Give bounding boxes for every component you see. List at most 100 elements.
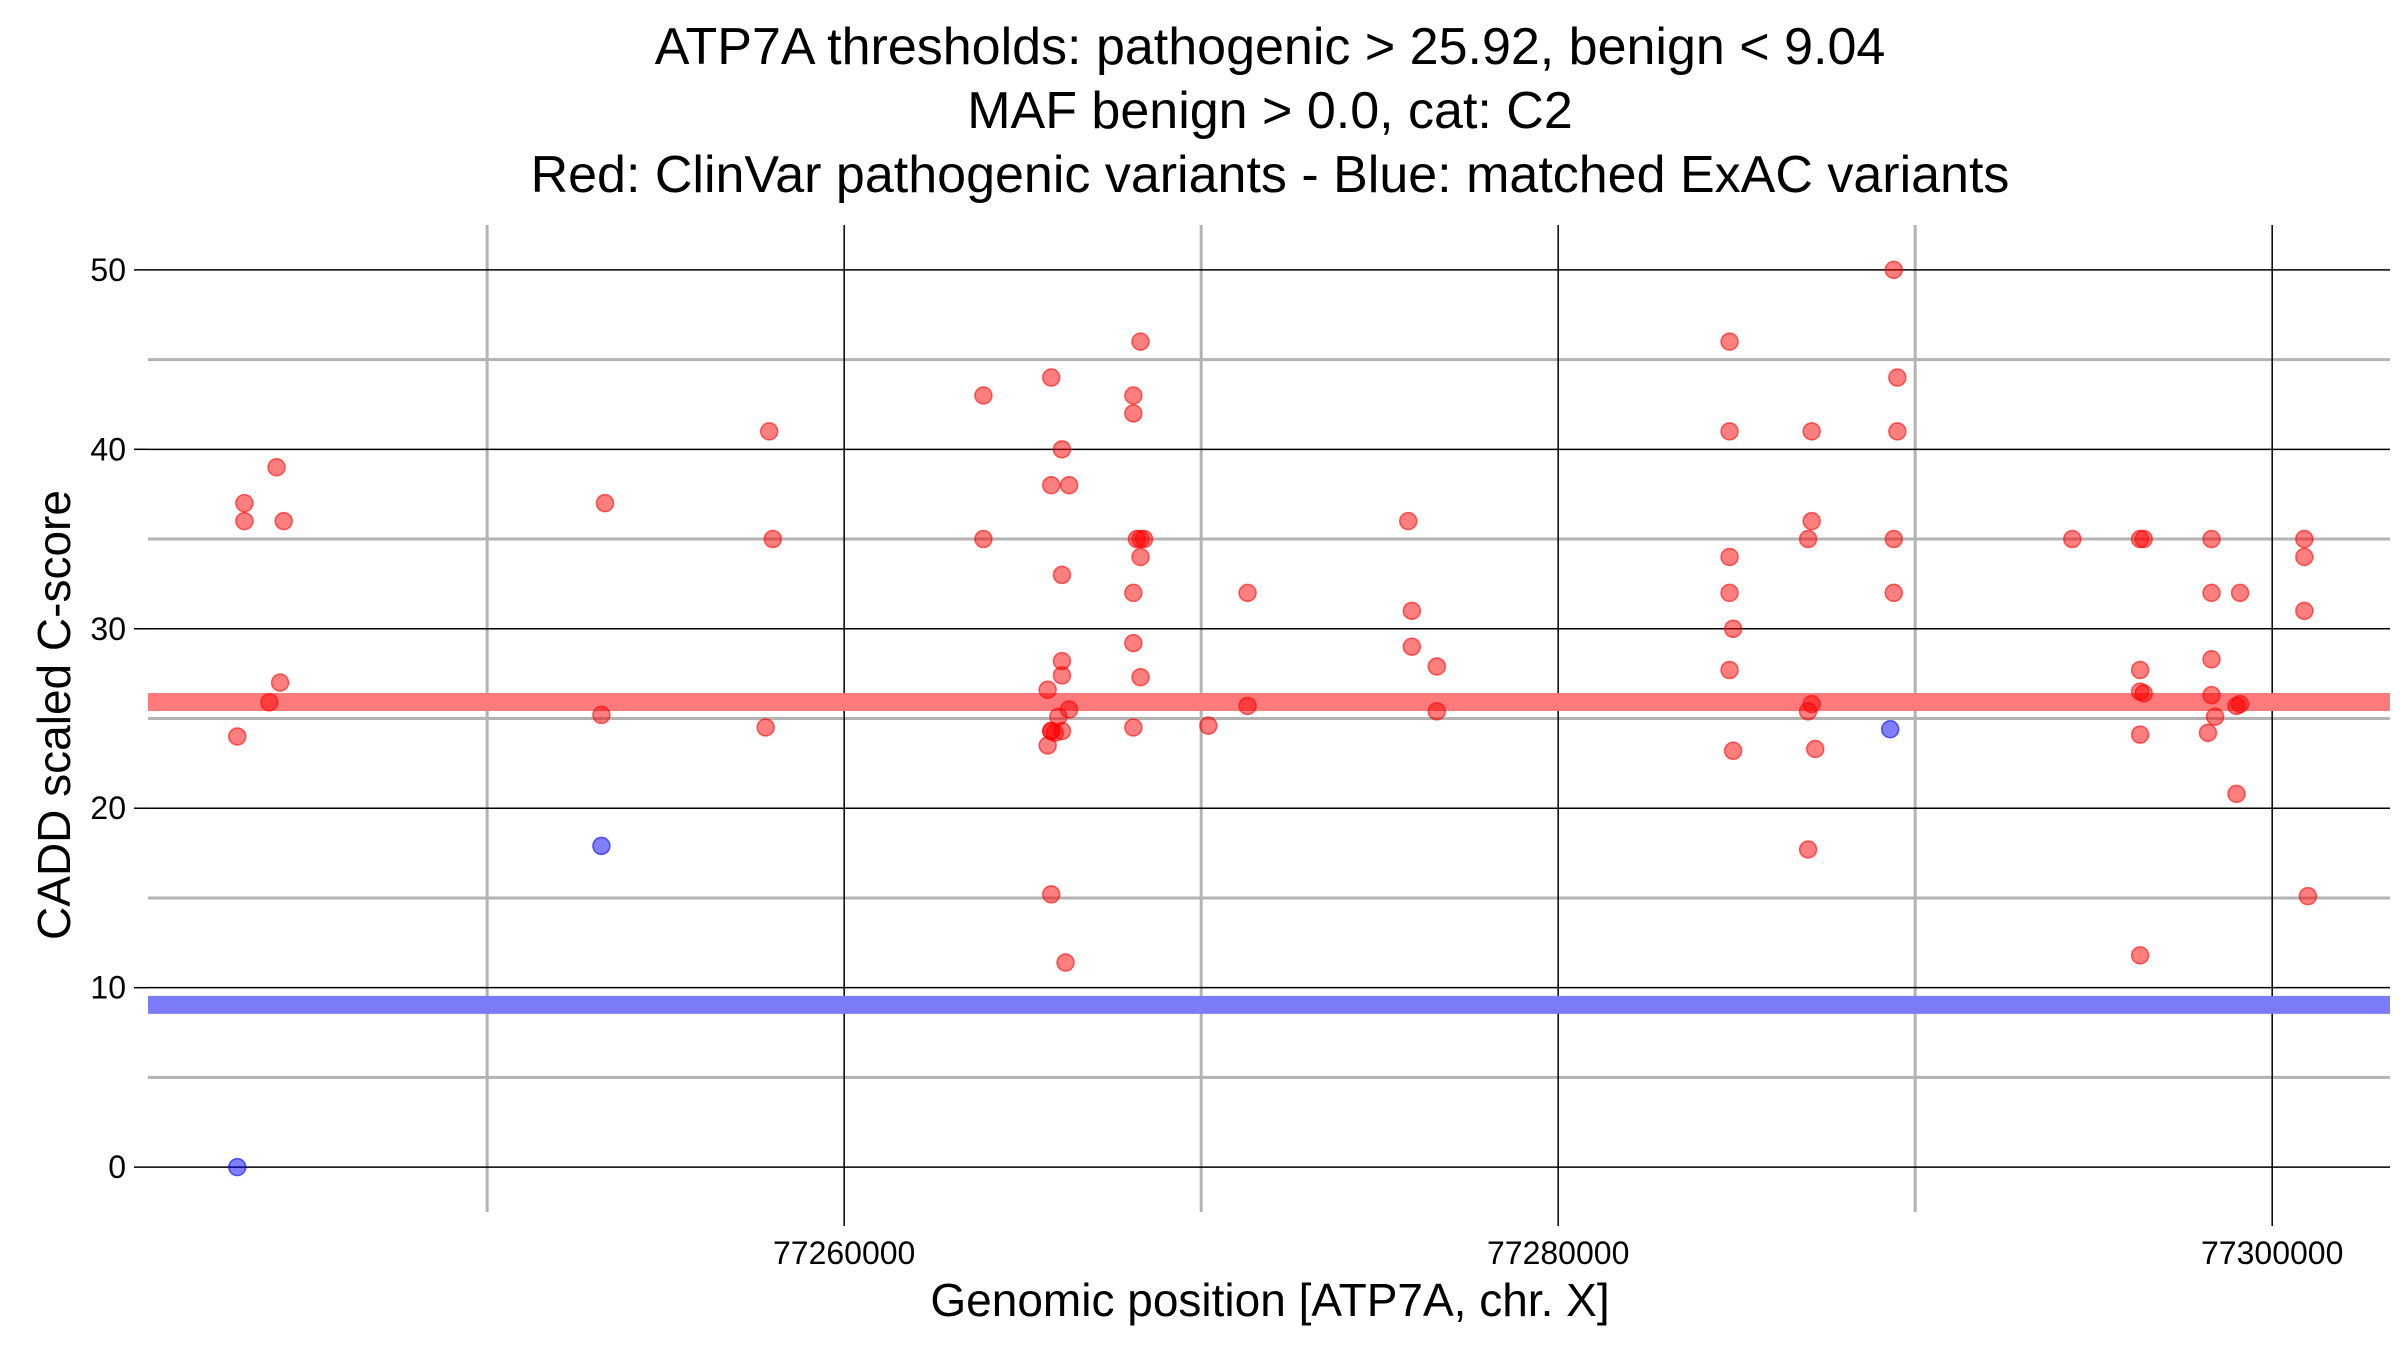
pathogenic-variant-point xyxy=(763,529,783,549)
pathogenic-variant-point xyxy=(2298,886,2318,906)
pathogenic-variant-point xyxy=(1052,721,1072,741)
pathogenic-variant-point xyxy=(759,422,779,441)
x-tick-label: 77260000 xyxy=(773,1235,915,1271)
pathogenic-variant-point xyxy=(2130,725,2150,744)
y-axis-ticks: 0 10 20 30 40 50 xyxy=(90,252,148,1185)
pathogenic-variant-point xyxy=(1124,718,1143,737)
pathogenic-variant-point xyxy=(1199,716,1218,735)
x-axis-ticks: 77260000 77280000 77300000 xyxy=(773,1212,2343,1271)
y-tick-label: 50 xyxy=(90,252,126,288)
pathogenic-variant-point xyxy=(592,705,611,725)
pathogenic-variant-point xyxy=(1238,696,1257,716)
pathogenic-variant-point xyxy=(1888,368,1907,387)
title-line-2: MAF benign > 0.0, cat: C2 xyxy=(967,82,1573,140)
pathogenic-variant-point xyxy=(1798,529,1818,549)
pathogenic-variant-point xyxy=(1124,386,1143,405)
pathogenic-variant-point xyxy=(2063,529,2082,549)
x-tick-label: 77280000 xyxy=(1487,1235,1629,1271)
pathogenic-variant-point xyxy=(235,511,254,531)
pathogenic-variant-point xyxy=(1124,583,1143,603)
title-line-3: Red: ClinVar pathogenic variants - Blue:… xyxy=(531,146,2010,204)
y-tick-label: 40 xyxy=(90,431,126,467)
pathogenic-variant-point xyxy=(1723,619,1743,639)
pathogenic-variant-point xyxy=(1402,601,1422,621)
pathogenic-variant-point xyxy=(1131,332,1150,351)
pathogenic-variant-point xyxy=(2295,601,2314,621)
pathogenic-variant-point xyxy=(1052,440,1072,459)
pathogenic-variant-point xyxy=(1805,739,1825,759)
pathogenic-variant-point xyxy=(235,493,254,513)
pathogenic-variant-point xyxy=(1720,422,1739,441)
benign-variant-point xyxy=(1880,720,1900,739)
y-tick-label: 20 xyxy=(90,790,126,826)
pathogenic-variant-point xyxy=(274,511,293,531)
pathogenic-variant-point xyxy=(1041,368,1061,387)
pathogenic-variant-point xyxy=(1059,700,1079,719)
chart-title: ATP7A thresholds: pathogenic > 25.92, be… xyxy=(531,18,2010,204)
pathogenic-variant-point xyxy=(270,673,290,692)
pathogenic-variant-point xyxy=(1052,565,1072,585)
pathogenic-variant-point xyxy=(1059,475,1079,495)
pathogenic-variant-point xyxy=(1398,511,1418,531)
pathogenic-variant-point xyxy=(1041,475,1061,495)
pathogenic-variant-point xyxy=(2130,660,2150,680)
pathogenic-variant-point xyxy=(267,458,286,477)
pathogenic-variant-point xyxy=(1038,736,1057,755)
pathogenic-variant-point xyxy=(2202,685,2221,705)
pathogenic-variant-point xyxy=(1720,332,1739,351)
pathogenic-variant-point xyxy=(1802,511,1821,531)
pathogenic-variant-point xyxy=(1427,657,1447,676)
y-tick-label: 10 xyxy=(90,970,126,1006)
pathogenic-variant-point xyxy=(2202,529,2221,549)
pathogenic-variant-point xyxy=(2202,650,2221,669)
pathogenic-variant-point xyxy=(1884,583,1904,603)
y-tick-label: 30 xyxy=(90,611,126,647)
pathogenic-variant-point xyxy=(2134,529,2153,549)
benign-variant-point xyxy=(592,836,611,856)
pathogenic-variant-point xyxy=(260,693,279,712)
pathogenic-variant-point xyxy=(1427,702,1447,721)
pathogenic-variant-point xyxy=(1131,667,1150,687)
pathogenic-variant-point xyxy=(2134,684,2153,703)
pathogenic-variant-point xyxy=(2205,707,2225,726)
pathogenic-variant-point xyxy=(2230,694,2250,714)
pathogenic-variant-point xyxy=(228,727,247,746)
benign-variant-point xyxy=(228,1157,247,1177)
pathogenic-variant-point xyxy=(1884,260,1904,280)
pathogenic-variant-point xyxy=(2230,583,2250,603)
pathogenic-variant-point xyxy=(1720,660,1739,680)
pathogenic-variant-point xyxy=(1124,404,1143,423)
pathogenic-variant-point xyxy=(1723,741,1743,761)
pathogenic-variant-point xyxy=(974,529,993,549)
pathogenic-variant-point xyxy=(756,718,775,737)
x-tick-label: 77300000 xyxy=(2201,1235,2343,1271)
pathogenic-variant-point xyxy=(1134,529,1154,549)
pathogenic-variant-point xyxy=(1052,666,1072,685)
y-axis-title: CADD scaled C-score xyxy=(28,490,80,940)
pathogenic-variant-point xyxy=(595,493,615,513)
pathogenic-variant-point xyxy=(1131,547,1150,567)
grid-lines xyxy=(148,225,2390,1212)
pathogenic-variant-point xyxy=(2295,529,2314,549)
pathogenic-variant-point xyxy=(1798,702,1818,721)
threshold-lines xyxy=(148,692,2390,1014)
pathogenic-variant-point xyxy=(1888,422,1907,441)
pathogenic-variant-point xyxy=(2130,946,2150,965)
x-axis-title: Genomic position [ATP7A, chr. X] xyxy=(930,1274,1609,1326)
pathogenic-variant-point xyxy=(2295,547,2314,567)
pathogenic-variant-point xyxy=(1884,529,1904,549)
pathogenic-variant-point xyxy=(1402,637,1422,656)
title-line-1: ATP7A thresholds: pathogenic > 25.92, be… xyxy=(655,18,1886,76)
pathogenic-variant-point xyxy=(1238,583,1257,603)
pathogenic-variant-point xyxy=(2227,784,2246,804)
pathogenic-variant-point xyxy=(1124,633,1143,653)
pathogenic-variant-point xyxy=(2198,723,2218,743)
data-points xyxy=(228,260,2318,1177)
pathogenic-variant-point xyxy=(1041,885,1061,904)
pathogenic-variant-point xyxy=(2202,583,2221,603)
y-tick-label: 0 xyxy=(108,1149,126,1185)
pathogenic-variant-point xyxy=(1038,680,1057,700)
pathogenic-variant-point xyxy=(1798,840,1818,859)
pathogenic-variant-point xyxy=(1056,953,1075,972)
